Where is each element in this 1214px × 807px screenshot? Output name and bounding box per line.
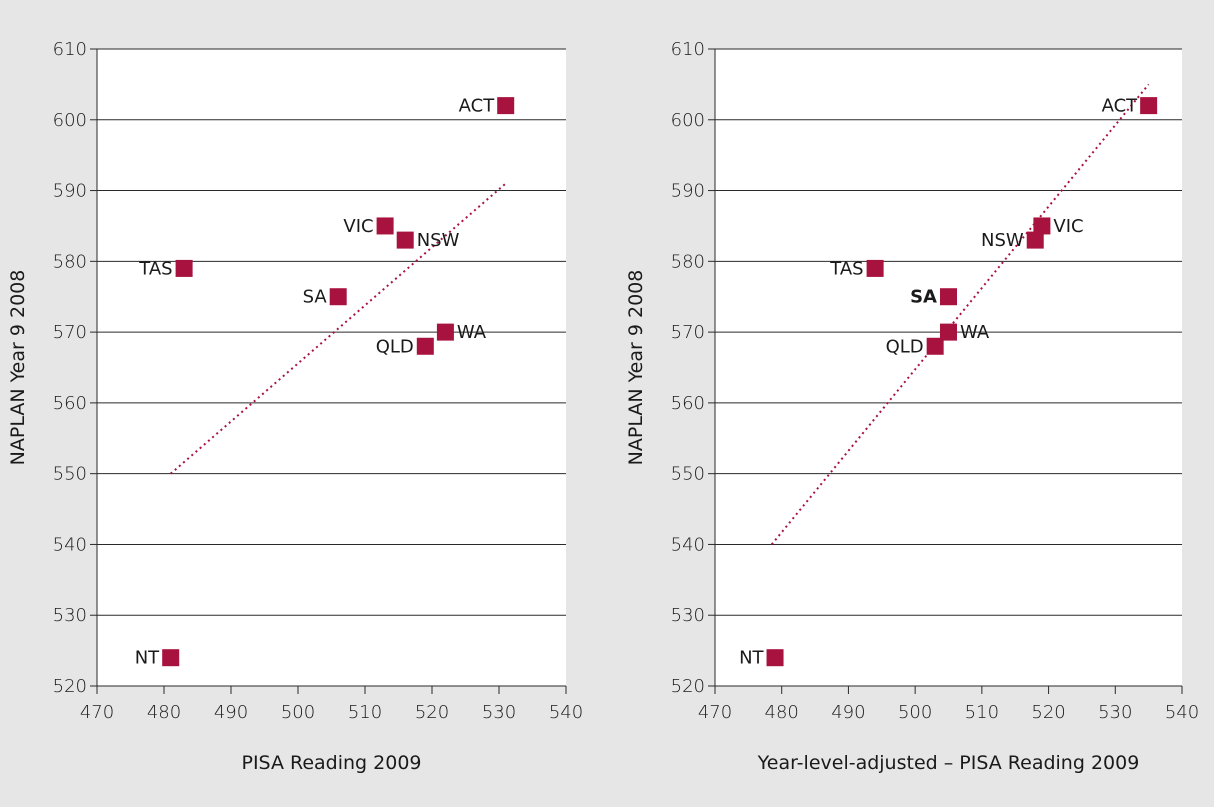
trend-line <box>170 182 507 475</box>
data-label-nsw: NSW <box>981 230 1024 251</box>
x-tick-label: 510 <box>348 702 382 723</box>
data-label-act: ACT <box>459 96 496 117</box>
y-tick-label: 600 <box>671 110 705 131</box>
plot-area <box>715 49 1182 686</box>
data-point-wa <box>940 323 957 341</box>
y-tick-label: 540 <box>671 534 705 555</box>
data-point-tas <box>866 259 884 277</box>
y-tick-label: 610 <box>671 39 705 60</box>
plot-area <box>97 49 566 686</box>
x-axis-title: PISA Reading 2009 <box>241 752 421 774</box>
data-point-sa <box>940 288 957 306</box>
data-point-tas <box>175 259 193 277</box>
data-point-nt <box>766 649 784 667</box>
data-label-tas: TAS <box>829 258 863 279</box>
data-label-nt: NT <box>135 648 160 669</box>
y-tick-label: 580 <box>671 251 705 272</box>
y-tick-label: 570 <box>671 322 705 343</box>
scatter-chart-left: 520 530 540 550 560 570 580 590 600 610 470 480 490 5… <box>7 39 583 774</box>
x-tick-label: 490 <box>831 702 865 723</box>
data-point-nsw <box>1026 231 1044 249</box>
data-label-tas: TAS <box>138 258 172 279</box>
data-label-vic: VIC <box>1053 216 1083 237</box>
x-tick-label: 530 <box>1098 702 1132 723</box>
data-point-act <box>1140 97 1158 115</box>
y-tick-label: 570 <box>53 322 87 343</box>
y-tick-label: 600 <box>53 110 87 131</box>
data-label-vic: VIC <box>343 216 373 237</box>
x-tick-label: 540 <box>549 702 583 723</box>
data-label-act: ACT <box>1102 96 1139 117</box>
data-point-nsw <box>396 231 414 249</box>
data-point-vic <box>1033 217 1051 235</box>
scatter-chart-right: 520 530 540 550 560 570 580 590 600 610 470 480 490 5… <box>625 39 1199 774</box>
data-point-vic <box>376 217 394 235</box>
y-tick-label: 560 <box>53 393 87 414</box>
y-tick-label: 520 <box>53 676 87 697</box>
data-label-wa: WA <box>457 322 487 343</box>
y-tick-label: 530 <box>53 605 87 626</box>
trend-line <box>770 83 1150 546</box>
x-tick-label: 500 <box>281 702 315 723</box>
data-label-sa: SA <box>303 287 328 308</box>
x-tick-label: 540 <box>1165 702 1199 723</box>
data-point-wa <box>436 323 454 341</box>
x-tick-label: 480 <box>765 702 799 723</box>
x-tick-label: 470 <box>698 702 732 723</box>
y-axis-title: NAPLAN Year 9 2008 <box>7 270 29 466</box>
y-tick-label: 520 <box>671 676 705 697</box>
y-tick-label: 610 <box>53 39 87 60</box>
x-tick-label: 530 <box>482 702 516 723</box>
x-tick-label: 510 <box>965 702 999 723</box>
data-label-nsw: NSW <box>417 230 460 251</box>
data-point-nt <box>162 649 180 667</box>
data-point-qld <box>926 337 944 355</box>
x-tick-label: 480 <box>147 702 181 723</box>
data-label-qld: QLD <box>886 336 924 357</box>
y-tick-label: 560 <box>671 393 705 414</box>
y-tick-label: 580 <box>53 251 87 272</box>
y-tick-label: 590 <box>671 181 705 202</box>
x-axis-title: Year-level-adjusted – PISA Reading 2009 <box>757 752 1140 774</box>
y-tick-label: 540 <box>53 534 87 555</box>
data-point-qld <box>416 337 434 355</box>
x-tick-label: 470 <box>80 702 114 723</box>
x-tick-label: 520 <box>415 702 449 723</box>
y-tick-label: 550 <box>53 464 87 485</box>
y-tick-label: 550 <box>671 464 705 485</box>
data-label-nt: NT <box>739 648 764 669</box>
data-point-sa <box>329 288 347 306</box>
data-label-sa: SA <box>910 287 937 308</box>
data-point-act <box>497 97 515 115</box>
data-label-qld: QLD <box>376 336 414 357</box>
y-tick-label: 530 <box>671 605 705 626</box>
y-axis-title: NAPLAN Year 9 2008 <box>625 270 647 466</box>
x-tick-label: 520 <box>1031 702 1065 723</box>
y-tick-label: 590 <box>53 181 87 202</box>
x-tick-label: 500 <box>898 702 932 723</box>
data-label-wa: WA <box>960 322 990 343</box>
x-tick-label: 490 <box>214 702 248 723</box>
